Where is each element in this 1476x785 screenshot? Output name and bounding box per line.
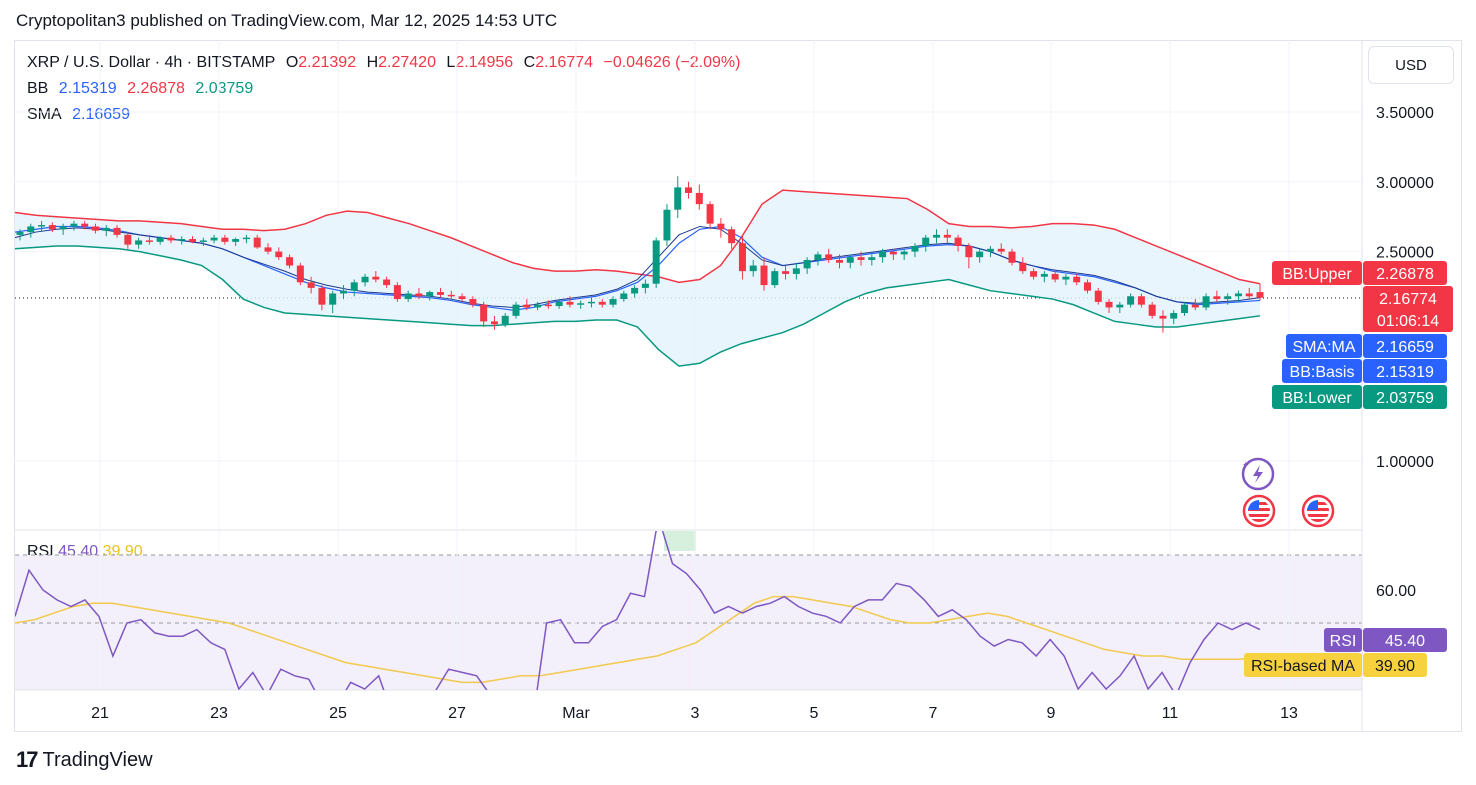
footer-brand[interactable]: 17 TradingView [16,747,153,773]
symbol-name: XRP / U.S. Dollar · 4h · BITSTAMP [27,54,276,71]
bb-basis-value: 2.15319 [58,80,117,97]
publisher-line: Cryptopolitan3 published on TradingView.… [16,11,558,30]
price-change: −0.04626 (−2.09%) [603,54,741,71]
tradingview-logo-icon: 17 [16,747,39,772]
sma-legend-label: SMA [27,106,62,123]
rsi-legend-value: 45.40 [58,543,99,560]
bb-legend[interactable]: BB 2.15319 2.26878 2.03759 [27,80,259,98]
ohlc-high-label: H [366,54,379,71]
ohlc-high: 2.27420 [378,54,436,71]
ohlc-low: 2.14956 [455,54,514,71]
currency-button[interactable]: USD [1368,46,1454,84]
ohlc-open: 2.21392 [298,54,357,71]
rsi-legend-label: RSI [27,543,54,560]
ohlc-close-label: C [523,54,536,71]
sma-value: 2.16659 [72,106,130,123]
chart-frame [14,40,1462,732]
bb-lower-value: 2.03759 [195,80,254,97]
bb-upper-value: 2.26878 [127,80,185,97]
rsi-ma-legend-value: 39.90 [102,543,143,560]
rsi-legend[interactable]: RSI 45.40 39.90 [27,543,143,561]
sma-legend[interactable]: SMA 2.16659 [27,106,136,124]
symbol-legend: XRP / U.S. Dollar · 4h · BITSTAMP O2.213… [27,54,746,72]
ohlc-low-label: L [446,54,456,71]
bb-legend-label: BB [27,80,49,97]
footer-brand-text: TradingView [42,748,153,771]
ohlc-open-label: O [285,54,299,71]
ohlc-close: 2.16774 [535,54,594,71]
